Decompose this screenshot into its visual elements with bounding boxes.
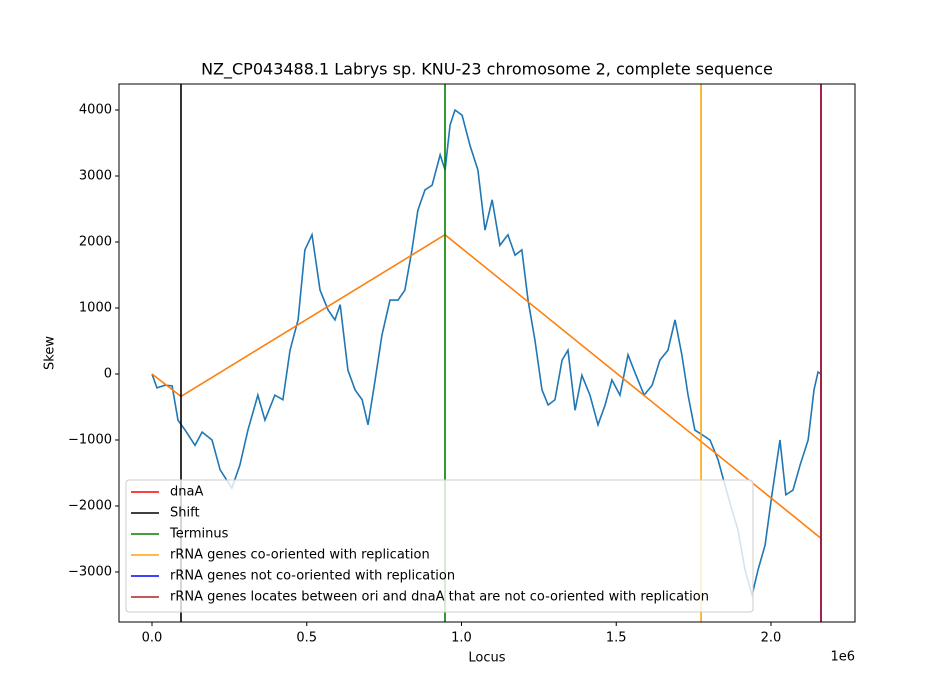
y-tick-label: −3000 <box>68 564 112 579</box>
x-tick-label: 2.0 <box>761 631 782 646</box>
x-offset-label: 1e6 <box>830 650 855 665</box>
x-tick-label: 0.5 <box>296 631 317 646</box>
y-tick-label: −1000 <box>68 432 112 447</box>
y-tick-label: 3000 <box>79 168 112 183</box>
legend-label: Shift <box>170 506 200 521</box>
y-tick-label: 2000 <box>79 234 112 249</box>
y-axis-label: Skew <box>43 336 58 370</box>
legend-box <box>125 479 754 613</box>
legend-label: rRNA genes co-oriented with replication <box>170 548 430 563</box>
chart-title: NZ_CP043488.1 Labrys sp. KNU-23 chromoso… <box>201 60 773 80</box>
plot-frame <box>118 83 856 623</box>
series-line <box>151 233 822 539</box>
x-tick-label: 0.0 <box>142 631 163 646</box>
y-tick-label: 4000 <box>79 103 112 118</box>
x-tick-label: 1.5 <box>606 631 627 646</box>
legend-label: rRNA genes not co-oriented with replicat… <box>170 569 455 584</box>
y-tick-label: −2000 <box>68 498 112 513</box>
y-tick-label: 0 <box>104 366 112 381</box>
x-tick-label: 1.0 <box>451 631 472 646</box>
series-line <box>151 108 822 599</box>
y-tick-label: 1000 <box>79 300 112 315</box>
x-axis-label: Locus <box>468 651 505 666</box>
legend-label: rRNA genes locates between ori and dnaA … <box>170 590 709 605</box>
legend-label: Terminus <box>169 527 229 542</box>
legend-label: dnaA <box>170 485 203 500</box>
